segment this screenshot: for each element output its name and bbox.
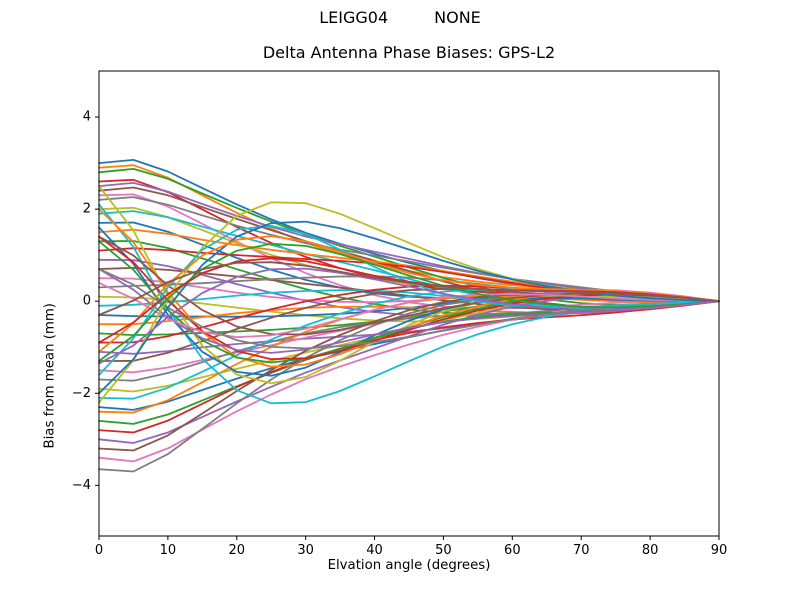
- x-tick-label: 30: [297, 543, 314, 558]
- y-tick-label: 0: [83, 294, 91, 309]
- y-tick-label: −2: [72, 386, 91, 401]
- series-line: [98, 268, 720, 354]
- x-tick-label: 70: [573, 543, 590, 558]
- series-line: [98, 185, 720, 385]
- x-tick-label: 50: [435, 543, 452, 558]
- axes: 0 10 20 30 40 50 60 70 80 90 −4 −2 0 2 4: [72, 70, 728, 558]
- y-tick-label: −4: [72, 478, 91, 493]
- series-lines: [98, 158, 720, 473]
- series-line: [98, 267, 720, 365]
- figure-header: LEIGG04 NONE: [0, 8, 800, 27]
- x-tick-label: 60: [504, 543, 521, 558]
- x-tick-label: 0: [95, 543, 103, 558]
- y-tick-label: 4: [83, 110, 91, 125]
- series-line: [98, 281, 720, 339]
- x-axis-label: Elvation angle (degrees): [327, 558, 491, 573]
- x-tick-label: 10: [160, 543, 177, 558]
- series-line: [98, 226, 720, 377]
- series-line: [98, 235, 720, 353]
- series-line: [98, 164, 720, 303]
- series-line: [98, 300, 720, 434]
- plot-frame: [98, 70, 720, 537]
- x-tick-label: 40: [366, 543, 383, 558]
- station-id-label: LEIGG04: [319, 8, 389, 27]
- radome-label: NONE: [434, 8, 481, 27]
- series-line: [98, 220, 720, 395]
- chart-title: Delta Antenna Phase Biases: GPS-L2: [262, 43, 556, 62]
- y-tick-label: 2: [83, 202, 91, 217]
- series-line: [98, 296, 720, 473]
- x-tick-label: 80: [642, 543, 659, 558]
- x-tick-label: 90: [711, 543, 728, 558]
- x-tick-label: 20: [229, 543, 246, 558]
- series-line: [98, 261, 720, 316]
